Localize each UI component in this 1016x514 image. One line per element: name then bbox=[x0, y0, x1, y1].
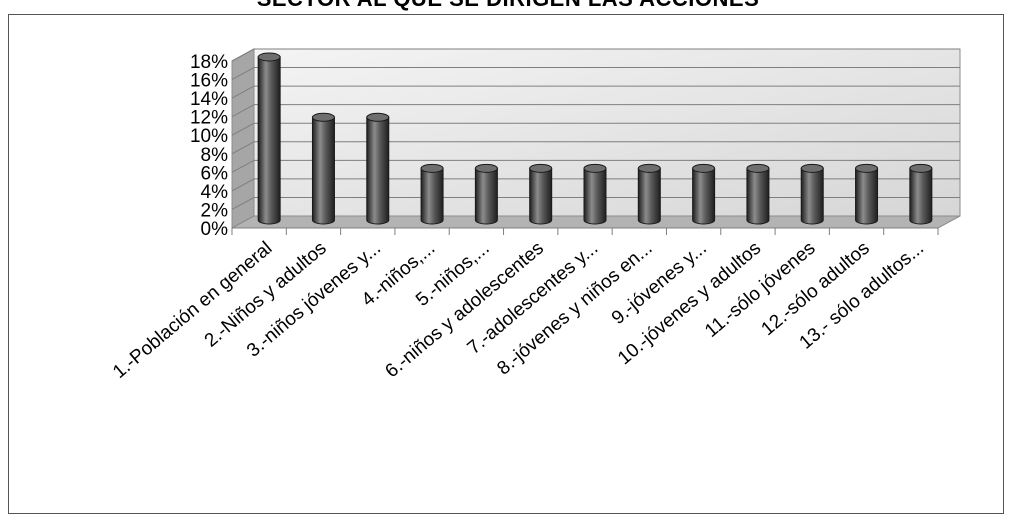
bar-top bbox=[800, 163, 824, 173]
gridline-side bbox=[231, 197, 255, 210]
bar bbox=[637, 167, 661, 225]
bar bbox=[746, 167, 770, 225]
bar bbox=[257, 56, 281, 225]
bar bbox=[311, 116, 335, 225]
bar-top bbox=[257, 52, 281, 62]
bar-top bbox=[583, 163, 607, 173]
gridline-side bbox=[231, 159, 255, 173]
chart-title: SECTOR AL QUE SE DIRIGEN LAS ACCIONES bbox=[0, 0, 1016, 12]
bar-top bbox=[746, 163, 770, 173]
gridline-side bbox=[231, 141, 255, 155]
y-tick-label: 12% bbox=[190, 108, 228, 129]
bar bbox=[583, 167, 607, 225]
y-tick-label: 18% bbox=[190, 52, 228, 73]
bar-top bbox=[637, 163, 661, 173]
bar bbox=[855, 167, 879, 225]
y-tick-label: 8% bbox=[201, 145, 229, 166]
bar-top bbox=[420, 163, 444, 173]
gridline-side bbox=[231, 67, 255, 80]
bar-chart: 0%2%4%6%8%10%12%14%16%18%1.-Población en… bbox=[109, 48, 961, 383]
bar bbox=[909, 167, 933, 225]
y-tick-label: 0% bbox=[201, 219, 229, 240]
bar bbox=[366, 116, 390, 225]
gridline-side bbox=[231, 85, 255, 99]
bar bbox=[692, 167, 716, 225]
bar bbox=[420, 167, 444, 225]
bar-top bbox=[311, 112, 335, 122]
gridline-side bbox=[231, 104, 255, 118]
bar bbox=[474, 167, 498, 225]
bar-top bbox=[366, 112, 390, 122]
bar-top bbox=[529, 163, 553, 173]
gridline-side bbox=[231, 48, 255, 62]
bar-top bbox=[474, 163, 498, 173]
bar-top bbox=[909, 163, 933, 173]
gridline-side bbox=[231, 122, 255, 136]
side-wall bbox=[231, 48, 255, 229]
back-wall bbox=[253, 48, 961, 217]
bar-top bbox=[692, 163, 716, 173]
gridline-side bbox=[231, 178, 255, 192]
y-tick-label: 10% bbox=[190, 126, 228, 147]
y-tick-label: 2% bbox=[201, 200, 229, 221]
y-tick-label: 16% bbox=[190, 71, 228, 92]
bar bbox=[800, 167, 824, 225]
bar-top bbox=[855, 163, 879, 173]
y-tick-label: 6% bbox=[201, 163, 229, 184]
y-tick-label: 14% bbox=[190, 89, 228, 110]
y-tick-label: 4% bbox=[201, 182, 229, 203]
bar bbox=[529, 167, 553, 225]
